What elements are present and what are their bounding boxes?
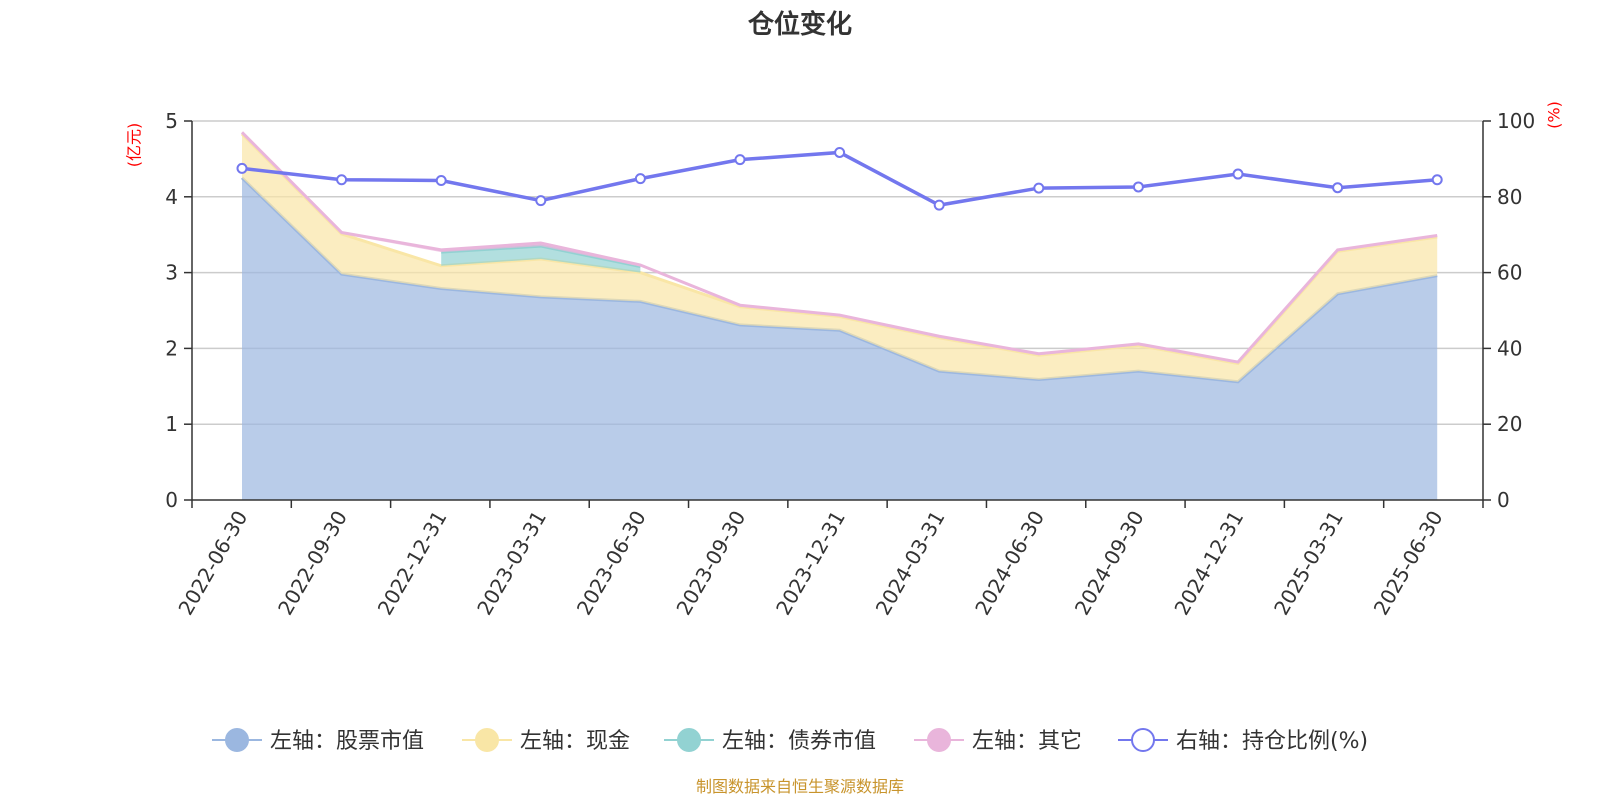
legend-label: 右轴：持仓比例(%): [1176, 729, 1368, 754]
ratio-line-series: [236, 146, 1443, 211]
x-tick-label: 2025-06-30: [1369, 507, 1448, 620]
ratio-point: [336, 174, 348, 186]
x-tick-label: 2025-03-31: [1269, 507, 1348, 620]
right-tick-label: 60: [1497, 261, 1522, 285]
right-tick-label: 20: [1497, 412, 1522, 436]
right-tick-label: 40: [1497, 336, 1522, 360]
legend-item[interactable]: 右轴：持仓比例(%): [1118, 728, 1368, 754]
legend-item[interactable]: 左轴：股票市值: [212, 728, 424, 754]
area-fill: [242, 177, 1438, 500]
area-top-line: [240, 131, 1438, 364]
x-tick-label: 2022-09-30: [273, 507, 352, 620]
ratio-point: [435, 175, 447, 187]
legend-item[interactable]: 左轴：现金: [462, 728, 630, 754]
legend-marker: [1131, 728, 1155, 752]
ratio-point: [834, 146, 846, 158]
right-axis-unit: (%): [1545, 101, 1564, 129]
x-tick-label: 2023-12-31: [771, 507, 850, 620]
ratio-point: [734, 154, 746, 166]
legend-label: 左轴：其它: [972, 729, 1082, 754]
ratio-point: [1232, 168, 1244, 180]
right-tick-label: 100: [1497, 109, 1535, 133]
legend-item[interactable]: 左轴：债券市值: [664, 728, 876, 754]
x-tick-label: 2022-12-31: [373, 507, 452, 620]
left-tick-label: 4: [165, 185, 178, 209]
area-series: [240, 131, 1438, 500]
ratio-point: [1332, 182, 1344, 194]
x-tick-label: 2023-09-30: [671, 507, 750, 620]
right-tick-label: 0: [1497, 488, 1510, 512]
area-fill: [441, 246, 641, 273]
legend-marker: [225, 728, 249, 752]
x-tick-label: 2022-06-30: [173, 507, 252, 620]
left-tick-label: 1: [165, 412, 178, 436]
x-tick-label: 2024-03-31: [871, 506, 950, 619]
legend-marker: [475, 728, 499, 752]
left-tick-label: 0: [165, 488, 178, 512]
x-tick-label: 2023-06-30: [572, 507, 651, 620]
x-tick-label: 2024-12-31: [1169, 507, 1248, 620]
x-tick-label: 2024-06-30: [970, 507, 1049, 620]
ratio-point: [634, 173, 646, 185]
legend-marker: [677, 728, 701, 752]
ratio-point: [1033, 182, 1045, 194]
ratio-point: [933, 199, 945, 211]
x-tick-label: 2024-09-30: [1070, 507, 1149, 620]
legend-item[interactable]: 左轴：其它: [914, 728, 1082, 754]
ratio-point: [535, 195, 547, 207]
left-axis-unit: (亿元): [125, 123, 144, 168]
left-tick-label: 3: [165, 261, 178, 285]
legend-label: 左轴：现金: [520, 729, 630, 754]
legend: 左轴：股票市值 左轴：现金 左轴：债券市值 左轴：其它 右轴：持仓比例(%): [212, 728, 1368, 754]
ratio-point: [1132, 181, 1144, 193]
chart-title: 仓位变化: [747, 9, 852, 40]
legend-label: 左轴：股票市值: [270, 729, 424, 754]
legend-label: 左轴：债券市值: [722, 729, 876, 754]
ratio-point: [1431, 174, 1443, 186]
data-source-note: 制图数据来自恒生聚源数据库: [696, 777, 904, 796]
left-tick-label: 5: [165, 109, 178, 133]
left-tick-label: 2: [165, 336, 178, 360]
x-tick-label: 2023-03-31: [472, 507, 551, 620]
right-tick-label: 80: [1497, 185, 1522, 209]
ratio-point: [236, 162, 248, 174]
legend-marker: [927, 728, 951, 752]
